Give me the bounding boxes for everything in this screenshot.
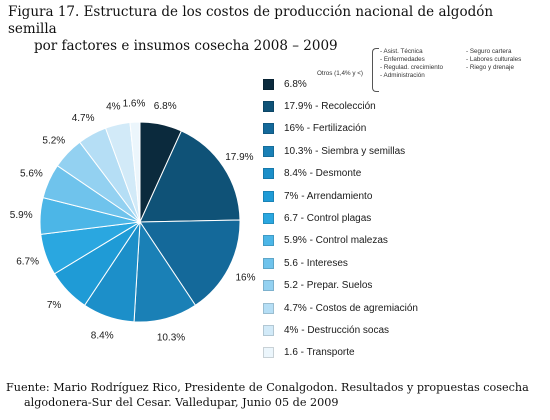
pie-slices [39,121,241,323]
figure-title: Figura 17. Estructura de los costos de p… [8,4,544,55]
legend-swatch-11 [263,324,274,336]
legend-swatch-5 [263,190,274,202]
legend-label-0: 6.8% [284,78,307,90]
legend-swatch-0 [263,78,274,90]
legend-item-0: 6.8% [263,73,453,95]
pie-labels: 6.8% 17.9% 16% 10.3% 8.4% 7% 6.7% 5.9% 5.6% 5.2% 4… [10,99,256,344]
pie-label-11: 4% [106,102,121,113]
caption-line-1: Fuente: Mario Rodríguez Rico, Presidente… [6,381,529,394]
otros-item-4: - Regulad. crecimiento [380,64,443,71]
pie-label-6: 6.7% [16,257,39,268]
legend-item-8: 5.6 - Intereses [263,252,453,274]
otros-item-7 [466,72,548,79]
otros-item-2: - Enfermedades [380,56,425,63]
pie-slice-2 [139,219,241,306]
pie-label-10: 4.7% [72,113,95,124]
pie-slice-1 [139,130,241,223]
pie-label-3: 10.3% [157,332,185,343]
pie-slice-12 [129,121,141,223]
legend-swatch-10 [263,302,274,314]
legend-swatch-2 [263,123,274,135]
otros-item-1: - Seguro cartera [466,48,512,55]
legend-label-12: 1.6 - Transporte [284,347,355,359]
legend-label-9: 5.2 - Prepar. Suelos [284,280,373,292]
legend-swatch-1 [263,101,274,113]
legend-label-2: 16% - Fertilización [284,123,367,135]
legend-item-9: 5.2 - Prepar. Suelos [263,275,453,297]
legend-label-1: 17.9% - Recolección [284,101,376,113]
otros-label: Otros (1,4% y <) [317,70,364,77]
legend-item-5: 7% - Arrendamiento [263,185,453,207]
legend-item-10: 4.7% - Costos de agremiación [263,297,453,319]
legend-item-6: 6.7 - Control plagas [263,207,453,229]
legend-item-4: 8.4% - Desmonte [263,163,453,185]
legend-item-7: 5.9% - Control malezas [263,230,453,252]
otros-item-6: - Administración [380,72,425,79]
otros-list: - Asist. Técnica - Seguro cartera - Enferm… [380,48,548,79]
legend-swatch-9 [263,280,274,292]
legend-label-10: 4.7% - Costos de agremiación [284,302,418,314]
legend-swatch-12 [263,347,274,359]
legend-item-12: 1.6 - Transporte [263,342,453,364]
figure-title-line-1: Figura 17. Estructura de los costos de p… [8,4,494,37]
figure-caption: Fuente: Mario Rodríguez Rico, Presidente… [6,380,548,410]
caption-line-2: algodonera-Sur del Cesar. Valledupar, Ju… [24,396,339,409]
pie-label-12: 1.6% [123,99,146,110]
legend-label-11: 4% - Destrucción socas [284,324,390,336]
pie-label-2: 16% [235,273,255,284]
otros-item-0: - Asist. Técnica [380,48,423,55]
pie-label-9: 5.2% [42,135,65,146]
legend-swatch-8 [263,257,274,269]
pie-label-1: 17.9% [225,152,253,163]
pie-label-8: 5.6% [20,169,43,180]
chart-legend: 6.8% 17.9% - Recolección 16% - Fertilizaci… [263,73,453,364]
legend-label-4: 8.4% - Desmonte [284,168,362,180]
figure-title-line-2: por factores e insumos cosecha 2008 – 20… [34,38,338,54]
legend-label-8: 5.6 - Intereses [284,257,348,269]
legend-swatch-4 [263,168,274,180]
legend-item-3: 10.3% - Siembra y semillas [263,140,453,162]
legend-label-7: 5.9% - Control malezas [284,235,388,247]
legend-swatch-3 [263,145,274,157]
legend-item-11: 4% - Destrucción socas [263,319,453,341]
legend-item-1: 17.9% - Recolección [263,95,453,117]
legend-label-3: 10.3% - Siembra y semillas [284,145,406,157]
legend-swatch-7 [263,235,274,247]
legend-label-5: 7% - Arrendamiento [284,190,373,202]
legend-swatch-6 [263,213,274,225]
pie-label-4: 8.4% [91,330,114,341]
pie-label-5: 7% [47,300,62,311]
otros-item-3: - Labores culturales [466,56,522,63]
pie-label-0: 6.8% [154,101,177,112]
legend-item-2: 16% - Fertilización [263,118,453,140]
pie-label-7: 5.9% [10,210,33,221]
otros-item-5: - Riego y drenaje [466,64,514,71]
otros-brace [372,48,379,92]
legend-label-6: 6.7 - Control plagas [284,213,372,225]
